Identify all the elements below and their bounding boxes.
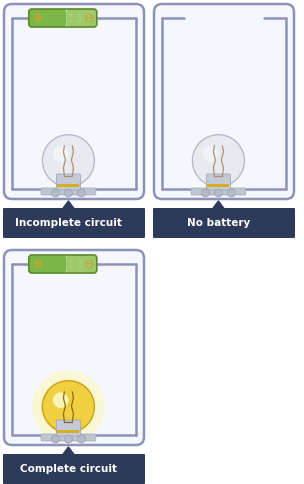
Text: Complete circuit: Complete circuit: [20, 464, 117, 474]
Circle shape: [51, 435, 59, 443]
Text: ⊕: ⊕: [33, 12, 43, 25]
FancyBboxPatch shape: [3, 208, 145, 238]
Circle shape: [78, 266, 81, 269]
Circle shape: [87, 19, 90, 22]
Circle shape: [69, 259, 72, 262]
Circle shape: [51, 189, 59, 197]
FancyBboxPatch shape: [4, 250, 144, 445]
Circle shape: [78, 19, 81, 22]
Text: No battery: No battery: [187, 218, 250, 228]
Circle shape: [87, 259, 90, 262]
Polygon shape: [62, 447, 74, 455]
FancyBboxPatch shape: [41, 434, 96, 441]
FancyBboxPatch shape: [57, 174, 80, 190]
Circle shape: [201, 189, 209, 197]
Circle shape: [42, 381, 95, 433]
Circle shape: [42, 135, 95, 187]
Polygon shape: [62, 201, 74, 209]
Circle shape: [78, 14, 81, 16]
Circle shape: [227, 189, 235, 197]
Text: Incomplete circuit: Incomplete circuit: [15, 218, 122, 228]
Bar: [57, 430, 79, 433]
FancyBboxPatch shape: [29, 255, 66, 273]
FancyBboxPatch shape: [191, 188, 246, 195]
Circle shape: [203, 146, 218, 162]
FancyBboxPatch shape: [41, 188, 96, 195]
Polygon shape: [212, 201, 224, 209]
FancyBboxPatch shape: [57, 420, 80, 436]
Circle shape: [214, 189, 223, 197]
Circle shape: [53, 393, 68, 408]
Circle shape: [69, 14, 72, 16]
FancyBboxPatch shape: [206, 174, 230, 190]
Circle shape: [53, 146, 68, 162]
Text: ⊖: ⊖: [83, 257, 94, 271]
Circle shape: [64, 435, 72, 443]
FancyBboxPatch shape: [66, 9, 97, 27]
Bar: [57, 184, 79, 187]
FancyBboxPatch shape: [154, 4, 294, 199]
FancyBboxPatch shape: [3, 454, 145, 484]
Circle shape: [69, 19, 72, 22]
Text: ⊖: ⊖: [83, 12, 94, 25]
Circle shape: [40, 378, 97, 435]
Text: ⊕: ⊕: [33, 257, 43, 271]
Circle shape: [87, 266, 90, 269]
FancyBboxPatch shape: [29, 9, 66, 27]
FancyBboxPatch shape: [66, 255, 97, 273]
Circle shape: [78, 259, 81, 262]
Circle shape: [78, 435, 85, 443]
FancyBboxPatch shape: [4, 4, 144, 199]
Circle shape: [87, 14, 90, 16]
Circle shape: [78, 189, 85, 197]
Bar: [207, 184, 230, 187]
Circle shape: [32, 370, 105, 443]
Circle shape: [64, 189, 72, 197]
Circle shape: [192, 135, 244, 187]
Circle shape: [69, 266, 72, 269]
FancyBboxPatch shape: [153, 208, 295, 238]
